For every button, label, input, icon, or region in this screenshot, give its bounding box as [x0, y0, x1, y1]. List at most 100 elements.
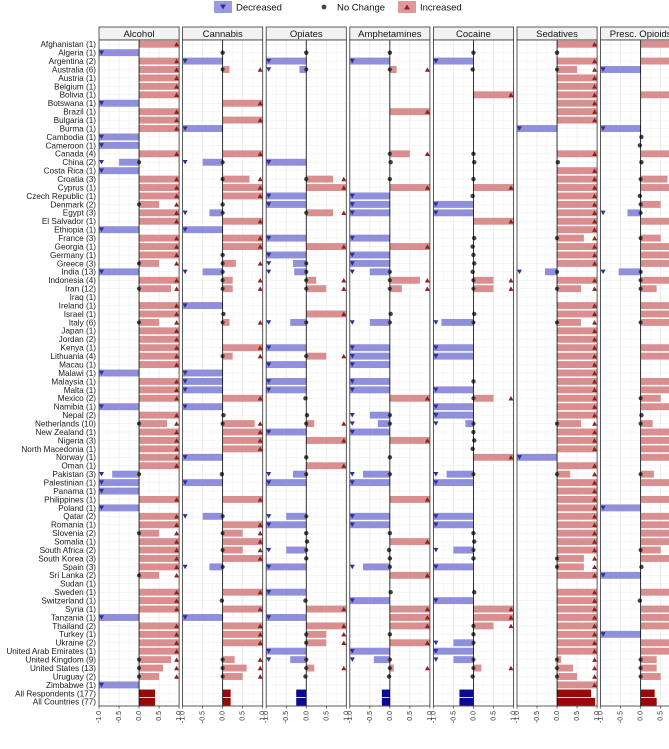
- y-label: Czech Republic (1): [26, 192, 96, 201]
- point-increased: [508, 395, 514, 401]
- bar-increased: [222, 192, 263, 200]
- point-increased: [174, 395, 180, 401]
- bar-nochange: [472, 539, 477, 544]
- y-label: Kenya (1): [61, 344, 97, 353]
- point-increased: [592, 421, 598, 426]
- bar-increased: [139, 462, 180, 470]
- bar-decreased: [290, 318, 307, 326]
- bar-decreased: [441, 318, 474, 326]
- bar-nochange: [219, 598, 225, 603]
- point-decreased: [349, 353, 355, 359]
- point-decreased: [433, 58, 439, 64]
- bar-nochange: [639, 564, 644, 570]
- bar-decreased: [349, 344, 390, 352]
- point-increased: [592, 227, 598, 232]
- bar-decreased: [349, 234, 390, 242]
- point-decreased: [182, 404, 188, 410]
- point-decreased: [349, 598, 355, 603]
- point-increased: [592, 429, 598, 435]
- bar-decreased: [459, 697, 474, 706]
- y-label: Australia (6): [52, 65, 96, 74]
- point-decreased: [349, 471, 355, 477]
- point-decreased: [433, 471, 439, 477]
- point-increased: [341, 244, 347, 249]
- point-decreased: [433, 657, 439, 662]
- bar-increased: [222, 175, 250, 183]
- bar-decreased: [99, 226, 140, 234]
- point-increased: [174, 92, 180, 97]
- point-increased: [174, 328, 180, 334]
- bar-increased: [557, 597, 598, 605]
- bar-decreased: [182, 403, 223, 411]
- bar-increased: [139, 630, 180, 638]
- bar-decreased: [293, 470, 307, 478]
- bar-increased: [640, 445, 669, 453]
- point-decreased: [266, 58, 272, 64]
- bar-increased: [557, 167, 598, 175]
- bar-decreased: [202, 158, 223, 166]
- bar-decreased: [433, 597, 474, 605]
- bar-increased: [139, 91, 180, 99]
- bar-increased: [222, 420, 255, 428]
- point-increased: [174, 589, 180, 595]
- point-increased: [592, 244, 598, 249]
- bar-increased: [222, 184, 263, 191]
- point-increased: [174, 429, 180, 435]
- point-decreased: [433, 412, 439, 418]
- bar-increased: [222, 521, 263, 529]
- bar-nochange: [639, 160, 644, 165]
- point-increased: [592, 58, 598, 64]
- x-tick-label: -1.0: [598, 711, 605, 723]
- bar-increased: [139, 563, 180, 571]
- point-increased: [174, 277, 180, 283]
- bar-increased: [557, 529, 598, 537]
- point-decreased: [433, 649, 439, 654]
- bar-increased: [557, 538, 598, 546]
- bar-increased: [222, 689, 231, 698]
- bar-increased: [557, 512, 598, 520]
- point-decreased: [182, 160, 188, 165]
- legend: Decreased No Change Increased: [214, 1, 462, 14]
- point-decreased: [349, 522, 355, 528]
- point-increased: [592, 362, 598, 367]
- bar-decreased: [433, 411, 474, 419]
- bar-increased: [139, 200, 160, 208]
- bar-decreased: [349, 647, 390, 655]
- legend-item-dec: Decreased: [214, 1, 282, 14]
- point-decreased: [182, 480, 188, 485]
- point-increased: [174, 522, 180, 527]
- point-decreased: [182, 303, 188, 308]
- point-increased: [174, 75, 180, 81]
- point-increased: [592, 598, 598, 603]
- point-increased: [592, 320, 598, 325]
- point-increased: [174, 539, 180, 544]
- bar-increased: [557, 487, 598, 495]
- bar-increased: [557, 394, 598, 402]
- point-increased: [174, 632, 180, 637]
- y-label: Nigeria (3): [58, 436, 96, 445]
- point-increased: [257, 193, 263, 199]
- bar-increased: [389, 538, 430, 546]
- y-label: Afghanistan (1): [40, 40, 96, 49]
- x-tick-label: 0.0: [303, 711, 310, 721]
- point-decreased: [99, 227, 104, 232]
- y-label: Egypt (3): [63, 209, 96, 218]
- bar-nochange: [639, 412, 644, 418]
- point-increased: [592, 202, 598, 207]
- point-decreased: [99, 615, 104, 620]
- y-label: Indonesia (4): [48, 276, 96, 285]
- point-increased: [592, 235, 598, 241]
- point-decreased: [600, 573, 606, 578]
- bar-increased: [557, 302, 598, 310]
- bar-increased: [640, 318, 669, 326]
- bar-increased: [640, 377, 669, 385]
- bar-decreased: [99, 479, 140, 487]
- point-decreased: [600, 269, 606, 275]
- strip-label: Cannabis: [203, 29, 243, 40]
- y-label: Malta (1): [64, 386, 97, 395]
- point-increased: [174, 547, 180, 553]
- point-decreased: [99, 370, 104, 376]
- x-tick-label: 0.5: [156, 711, 163, 721]
- bar-increased: [473, 614, 514, 621]
- bar-increased: [557, 647, 598, 655]
